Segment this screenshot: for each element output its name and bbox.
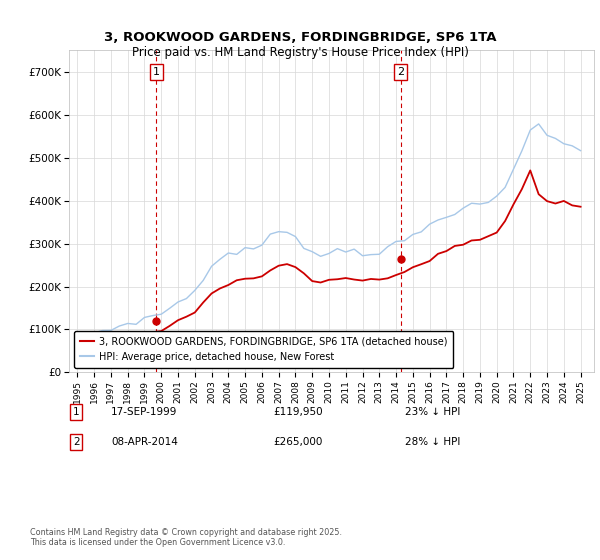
Text: 23% ↓ HPI: 23% ↓ HPI: [405, 407, 460, 417]
Text: 1: 1: [73, 407, 80, 417]
Text: 08-APR-2014: 08-APR-2014: [111, 437, 178, 447]
Text: 1: 1: [153, 67, 160, 77]
Legend: 3, ROOKWOOD GARDENS, FORDINGBRIDGE, SP6 1TA (detached house), HPI: Average price: 3, ROOKWOOD GARDENS, FORDINGBRIDGE, SP6 …: [74, 331, 454, 367]
Text: Price paid vs. HM Land Registry's House Price Index (HPI): Price paid vs. HM Land Registry's House …: [131, 46, 469, 59]
Text: 2: 2: [397, 67, 404, 77]
Text: 17-SEP-1999: 17-SEP-1999: [111, 407, 178, 417]
Text: £119,950: £119,950: [273, 407, 323, 417]
Text: 28% ↓ HPI: 28% ↓ HPI: [405, 437, 460, 447]
Text: Contains HM Land Registry data © Crown copyright and database right 2025.
This d: Contains HM Land Registry data © Crown c…: [30, 528, 342, 547]
Text: 2: 2: [73, 437, 80, 447]
Text: 3, ROOKWOOD GARDENS, FORDINGBRIDGE, SP6 1TA: 3, ROOKWOOD GARDENS, FORDINGBRIDGE, SP6 …: [104, 31, 496, 44]
Text: £265,000: £265,000: [273, 437, 322, 447]
